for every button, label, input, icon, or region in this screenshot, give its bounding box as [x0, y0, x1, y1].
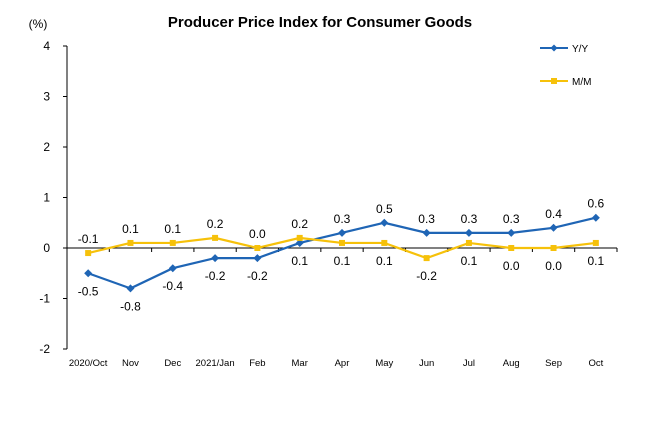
- mm-data-label: 0.1: [334, 254, 351, 268]
- chart-title: Producer Price Index for Consumer Goods: [168, 14, 472, 31]
- yy-data-label: 0.3: [503, 212, 520, 226]
- yy-point: [295, 238, 304, 247]
- y-tick-label: 3: [43, 90, 50, 104]
- x-tick-label: Sep: [545, 358, 562, 369]
- yy-data-label: 0.1: [291, 254, 308, 268]
- mm-data-label: 0.0: [545, 259, 562, 273]
- x-tick-label: Feb: [249, 358, 265, 369]
- yy-data-label: 0.5: [376, 202, 393, 216]
- y-tick-label: -1: [39, 292, 50, 306]
- x-tick-label: Aug: [503, 358, 520, 369]
- mm-data-label: -0.1: [78, 232, 99, 246]
- mm-data-label: 0.0: [249, 227, 266, 241]
- mm-point: [85, 250, 92, 257]
- y-tick-label: 1: [43, 191, 50, 205]
- legend-marker-0: [550, 44, 558, 52]
- yy-point: [422, 228, 431, 237]
- mm-point: [381, 239, 388, 246]
- x-tick-label: Jul: [463, 358, 475, 369]
- yy-data-label: 0.4: [545, 207, 562, 221]
- legend-label-0: Y/Y: [572, 44, 588, 55]
- mm-data-label: 0.1: [376, 254, 393, 268]
- x-tick-label: 2021/Jan: [196, 358, 235, 369]
- mm-data-label: 0.1: [461, 254, 478, 268]
- axes: [66, 46, 617, 349]
- yy-point: [549, 223, 558, 232]
- series-layer: [84, 213, 600, 293]
- yy-point: [380, 218, 389, 227]
- mm-point: [508, 245, 515, 251]
- yy-data-label: -0.5: [78, 284, 99, 298]
- legend-marker-1: [551, 78, 557, 84]
- mm-data-label: 0.0: [503, 259, 520, 273]
- yy-data-label: 0.6: [588, 197, 605, 211]
- x-tick-label: May: [375, 358, 393, 369]
- mm-data-label: 0.1: [164, 222, 181, 236]
- yy-point: [253, 254, 262, 263]
- x-tick-label: Oct: [588, 358, 603, 369]
- yy-point: [464, 228, 473, 237]
- yy-point: [338, 228, 346, 237]
- x-axis-ticks: 2020/Oct Nov Dec 2021/Jan Feb Mar Apr May Jun Jul…: [66, 248, 618, 369]
- y-tick-label: 4: [43, 39, 50, 53]
- y-axis-ticks: -2 -1 0 1 2 3 4: [39, 39, 67, 356]
- x-tick-label: Jun: [419, 358, 434, 369]
- yy-point: [591, 213, 600, 222]
- y-tick-label: 2: [43, 140, 50, 154]
- data-labels-layer: -0.5 -0.1 -0.8 0.1 -0.4 0.1 -0.2 0.2 -0.2 0.0 0.1 0…: [78, 197, 605, 314]
- yy-point: [84, 269, 93, 278]
- mm-data-label: -0.2: [416, 269, 437, 283]
- yy-point: [211, 254, 220, 263]
- x-tick-label: Mar: [292, 358, 308, 369]
- yy-data-label: 0.3: [461, 212, 478, 226]
- mm-data-label: 0.1: [588, 254, 605, 268]
- yy-data-label: 0.3: [418, 212, 435, 226]
- mm-point: [465, 239, 472, 246]
- mm-point: [212, 234, 219, 241]
- mm-point: [169, 239, 176, 246]
- x-tick-label: Nov: [122, 358, 139, 369]
- yy-point: [168, 264, 177, 273]
- mm-point: [423, 255, 430, 262]
- yy-data-label: -0.4: [162, 279, 183, 293]
- mm-data-label: 0.1: [122, 222, 139, 236]
- yy-data-label: 0.3: [334, 212, 351, 226]
- mm-point: [339, 239, 345, 246]
- x-tick-label: Dec: [164, 358, 181, 369]
- legend: Y/Y M/M: [540, 44, 591, 88]
- yy-data-label: -0.2: [247, 269, 268, 283]
- y-tick-label: -2: [39, 342, 50, 356]
- mm-point: [254, 245, 261, 251]
- mm-data-label: 0.2: [291, 217, 308, 231]
- y-tick-label: 0: [43, 241, 50, 255]
- mm-point: [550, 245, 557, 251]
- mm-point: [592, 239, 599, 246]
- x-tick-label: 2020/Oct: [69, 358, 108, 369]
- mm-point: [127, 239, 134, 246]
- yy-point: [507, 228, 516, 237]
- yy-data-label: -0.2: [205, 269, 226, 283]
- y-axis-unit-label: (%): [29, 17, 48, 31]
- mm-data-label: 0.2: [207, 217, 224, 231]
- mm-point: [296, 234, 303, 241]
- yy-point: [126, 284, 135, 293]
- yy-data-label: -0.8: [120, 299, 141, 313]
- legend-label-1: M/M: [572, 77, 591, 88]
- x-tick-label: Apr: [335, 358, 350, 369]
